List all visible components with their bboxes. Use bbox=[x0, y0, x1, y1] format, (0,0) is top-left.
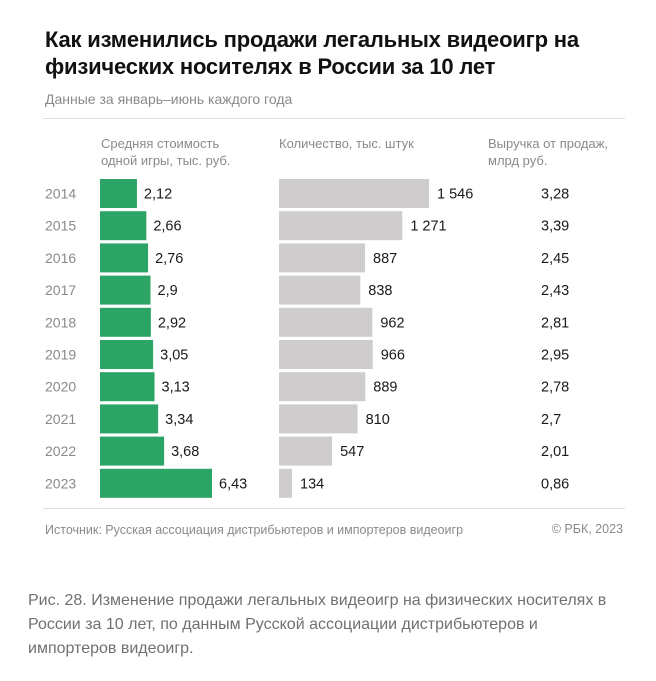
year-label: 2021 bbox=[45, 411, 76, 427]
quantity-value-label: 966 bbox=[381, 348, 405, 364]
price-value-label: 2,66 bbox=[153, 219, 181, 235]
year-label: 2019 bbox=[45, 347, 76, 363]
revenue-value-label: 3,28 bbox=[541, 187, 569, 203]
price-value-label: 3,34 bbox=[165, 412, 193, 428]
price-value-label: 2,9 bbox=[158, 283, 178, 299]
quantity-bar bbox=[279, 243, 366, 273]
copyright: © РБК, 2023 bbox=[551, 522, 623, 536]
price-bar bbox=[100, 404, 159, 434]
quantity-value-label: 1 271 bbox=[410, 219, 446, 235]
year-label: 2018 bbox=[45, 314, 76, 330]
top-divider bbox=[43, 118, 625, 119]
quantity-bar bbox=[279, 307, 373, 337]
revenue-value-label: 3,39 bbox=[541, 219, 569, 235]
price-bar bbox=[100, 340, 154, 369]
price-bar bbox=[100, 179, 137, 208]
chart-subtitle: Данные за январь–июнь каждого года bbox=[45, 91, 293, 107]
revenue-value-label: 2,45 bbox=[541, 251, 569, 267]
price-bar bbox=[100, 275, 151, 305]
bar-chart: 2014 2,12 1 546 3,28 2015 2,66 1 271 3,39 2016 2,… bbox=[45, 179, 569, 498]
quantity-bar bbox=[279, 404, 358, 434]
revenue-value-label: 2,43 bbox=[541, 283, 569, 299]
quantity-bar bbox=[279, 211, 403, 241]
price-value-label: 3,13 bbox=[162, 380, 190, 396]
quantity-bar bbox=[279, 436, 333, 466]
column-header-quantity: Количество, тыс. штук bbox=[279, 136, 414, 151]
figure-caption: Рис. 28. Изменение продажи легальных вид… bbox=[28, 592, 607, 657]
price-value-label: 6,43 bbox=[219, 476, 247, 492]
price-bar bbox=[100, 372, 155, 402]
column-header-price: Средняя стоимость одной игры, тыс. руб. bbox=[101, 136, 231, 168]
quantity-bar bbox=[279, 179, 429, 208]
quantity-value-label: 810 bbox=[366, 412, 390, 428]
quantity-bar bbox=[279, 468, 293, 498]
quantity-bar bbox=[279, 340, 373, 369]
quantity-bar bbox=[279, 372, 366, 402]
price-bar bbox=[100, 468, 212, 498]
price-value-label: 3,68 bbox=[171, 444, 199, 460]
quantity-value-label: 547 bbox=[340, 444, 364, 460]
revenue-value-label: 2,01 bbox=[541, 444, 569, 460]
price-bar bbox=[100, 307, 151, 337]
price-value-label: 2,12 bbox=[144, 187, 172, 203]
column-header-revenue: Выручка от продаж, млрд руб. bbox=[488, 136, 609, 168]
year-label: 2017 bbox=[45, 282, 76, 298]
quantity-value-label: 838 bbox=[368, 283, 392, 299]
bottom-divider bbox=[43, 508, 625, 509]
price-value-label: 2,76 bbox=[155, 251, 183, 267]
revenue-value-label: 0,86 bbox=[541, 476, 569, 492]
year-label: 2014 bbox=[45, 186, 76, 202]
chart-title: Как изменились продажи легальных видеоиг… bbox=[45, 27, 579, 79]
revenue-value-label: 2,7 bbox=[541, 412, 561, 428]
year-label: 2023 bbox=[45, 475, 76, 491]
quantity-value-label: 134 bbox=[300, 476, 324, 492]
year-label: 2022 bbox=[45, 443, 76, 459]
year-label: 2016 bbox=[45, 250, 76, 266]
quantity-bar bbox=[279, 275, 361, 305]
quantity-value-label: 1 546 bbox=[437, 187, 473, 203]
price-value-label: 2,92 bbox=[158, 315, 186, 331]
source-note: Источник: Русская ассоциация дистрибьюте… bbox=[45, 523, 464, 537]
revenue-value-label: 2,78 bbox=[541, 380, 569, 396]
quantity-value-label: 889 bbox=[373, 380, 397, 396]
price-bar bbox=[100, 243, 149, 273]
price-value-label: 3,05 bbox=[160, 348, 188, 364]
revenue-value-label: 2,81 bbox=[541, 315, 569, 331]
year-label: 2020 bbox=[45, 379, 76, 395]
chart-card: Как изменились продажи легальных видеоиг… bbox=[27, 12, 641, 568]
year-label: 2015 bbox=[45, 218, 76, 234]
price-bar bbox=[100, 211, 147, 241]
revenue-value-label: 2,95 bbox=[541, 348, 569, 364]
quantity-value-label: 962 bbox=[380, 315, 404, 331]
price-bar bbox=[100, 436, 165, 466]
quantity-value-label: 887 bbox=[373, 251, 397, 267]
